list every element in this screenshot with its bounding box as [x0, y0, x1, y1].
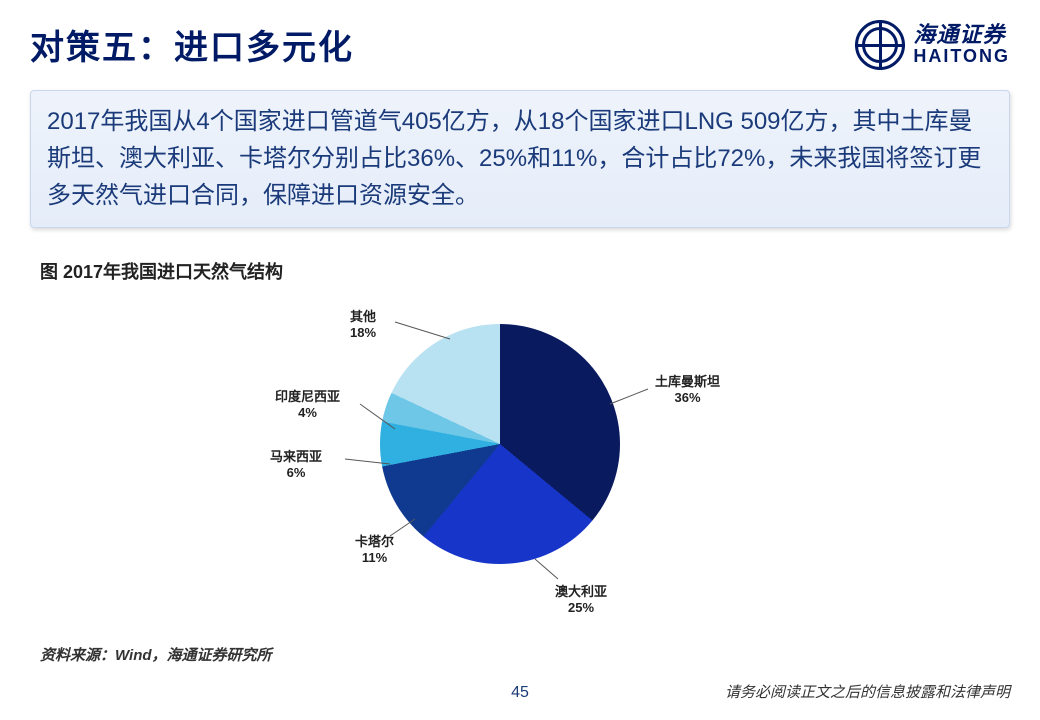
company-logo: 海通证券 HAITONG [855, 20, 1010, 70]
summary-text: 2017年我国从4个国家进口管道气405亿方，从18个国家进口LNG 509亿方… [30, 90, 1010, 228]
logo-chinese: 海通证券 [913, 23, 1005, 47]
source-text: 资料来源：Wind，海通证券研究所 [40, 644, 272, 665]
pie-label-0: 土库曼斯坦36% [655, 374, 720, 407]
pie-label-2: 卡塔尔11% [355, 534, 394, 567]
logo-text: 海通证券 HAITONG [913, 23, 1010, 67]
slide-title: 对策五：进口多元化 [30, 20, 354, 69]
chart-title: 图 2017年我国进口天然气结构 [40, 258, 1040, 284]
pie-label-4: 印度尼西亚4% [275, 389, 340, 422]
pie-chart: 土库曼斯坦36% 澳大利亚25% 卡塔尔11% 马来西亚6% 印度尼西亚4% 其他18% [200, 294, 800, 614]
logo-icon [855, 20, 905, 70]
slide-header: 对策五：进口多元化 海通证券 HAITONG [0, 0, 1040, 80]
disclaimer-text: 请务必阅读正文之后的信息披露和法律声明 [725, 681, 1010, 702]
pie-label-1: 澳大利亚25% [555, 584, 607, 617]
pie-label-5: 其他18% [350, 309, 376, 342]
logo-english: HAITONG [913, 47, 1010, 67]
pie-label-3: 马来西亚6% [270, 449, 322, 482]
pie-graphic [380, 324, 620, 564]
